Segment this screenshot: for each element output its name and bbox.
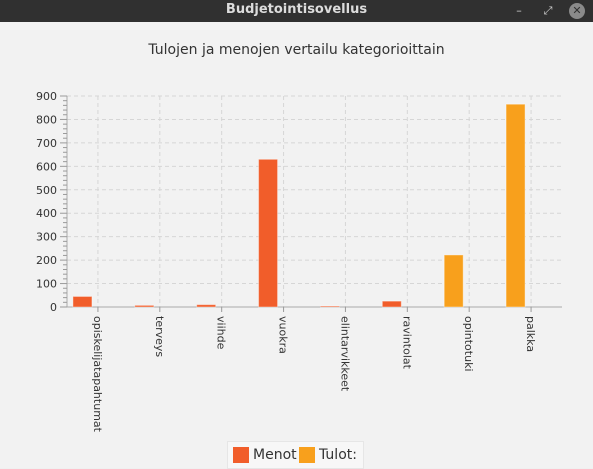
bar-tulot-palkka <box>505 103 526 308</box>
bar-menot-viihde <box>196 304 217 308</box>
chart-legend: Menot Tulot: <box>227 441 364 469</box>
y-tick-label: 100 <box>36 278 57 291</box>
x-tick-label: ravintolat <box>400 316 413 370</box>
x-tick-label: opintotuki <box>462 316 475 372</box>
window-title: Budjetointisovellus <box>225 2 368 17</box>
bar-chart: 0 100 200 300 400 500 600 700 800 900 opiskelijata… <box>36 90 562 433</box>
x-tick-label: elintarvikkeet <box>338 316 351 392</box>
x-tick-label: viihde <box>215 316 228 350</box>
x-tick-label: terveys <box>153 316 166 357</box>
close-icon[interactable]: ✕ <box>569 3 585 19</box>
bar-menot-opiskelijatapahtumat <box>72 295 93 308</box>
legend-swatch-tulot <box>299 447 315 463</box>
legend-item-tulot[interactable]: Tulot: <box>299 446 357 464</box>
legend-item-menot[interactable]: Menot <box>233 446 297 464</box>
y-tick-label: 900 <box>36 90 57 103</box>
title-bar[interactable]: Budjetointisovellus – ⤢ ✕ <box>0 0 593 22</box>
plot-area <box>67 96 562 307</box>
y-tick-label: 800 <box>36 113 57 126</box>
y-tick-label: 300 <box>36 231 57 244</box>
bar-menot-ravintolat <box>381 300 402 308</box>
y-tick-label: 400 <box>36 207 57 220</box>
legend-label-tulot: Tulot: <box>319 447 357 463</box>
legend-label-menot: Menot <box>253 447 297 463</box>
bar-menot-vuokra <box>258 158 279 308</box>
legend-swatch-menot <box>233 447 249 463</box>
chart-panel: Tulojen ja menojen vertailu kategorioitt… <box>0 22 593 469</box>
x-tick-label: palkka <box>524 316 537 352</box>
bar-menot-elintarvikkeet <box>319 305 340 308</box>
maximize-icon[interactable]: ⤢ <box>543 4 553 17</box>
chart-title: Tulojen ja menojen vertailu kategorioitt… <box>148 42 445 58</box>
y-tick-label: 600 <box>36 160 57 173</box>
bar-tulot-opintotuki <box>443 254 464 308</box>
x-tick-label: vuokra <box>277 316 290 354</box>
y-tick-label: 500 <box>36 184 57 197</box>
bar-menot-terveys <box>134 304 155 308</box>
x-tick-label: opiskelijatapahtumat <box>91 316 104 433</box>
y-tick-label: 700 <box>36 137 57 150</box>
y-tick-label: 200 <box>36 254 57 267</box>
minimize-icon[interactable]: – <box>516 4 522 17</box>
y-tick-label: 0 <box>50 301 57 314</box>
